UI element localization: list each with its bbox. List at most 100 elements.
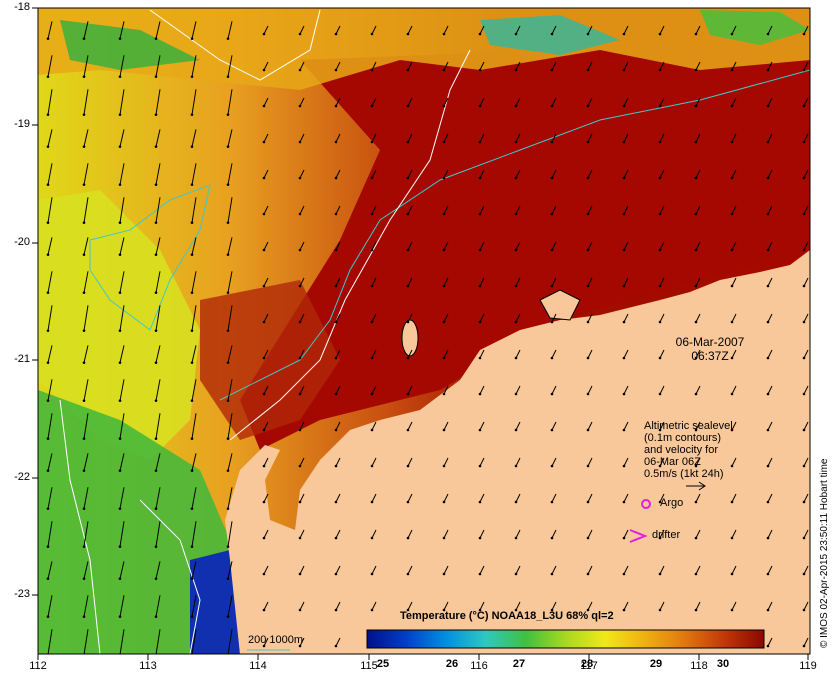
velocity-arrow <box>767 493 773 503</box>
velocity-arrow-head <box>82 37 86 40</box>
velocity-arrow-head <box>766 356 770 360</box>
velocity-arrow <box>119 271 125 293</box>
velocity-arrow-head <box>586 536 590 540</box>
velocity-arrow <box>407 601 413 611</box>
velocity-arrow-head <box>550 572 554 576</box>
velocity-arrow <box>587 313 593 323</box>
velocity-arrow-head <box>514 176 518 180</box>
velocity-arrow-head <box>262 68 266 72</box>
velocity-arrow <box>587 493 593 503</box>
velocity-arrow-head <box>478 104 482 108</box>
velocity-arrow <box>191 379 197 401</box>
velocity-arrow <box>695 601 701 611</box>
velocity-arrow-head <box>658 284 662 288</box>
velocity-arrow <box>299 565 305 575</box>
velocity-arrow <box>803 493 809 503</box>
velocity-arrow <box>695 169 701 179</box>
velocity-arrow <box>227 21 233 39</box>
velocity-arrow-head <box>334 536 338 540</box>
velocity-arrow-head <box>550 176 554 180</box>
velocity-arrow-head <box>370 608 374 612</box>
velocity-arrow-head <box>406 140 410 144</box>
velocity-arrow <box>587 169 593 179</box>
colorbar-label: 27 <box>512 658 526 670</box>
velocity-arrow <box>227 521 233 547</box>
velocity-arrow-head <box>154 113 158 116</box>
velocity-arrow <box>155 163 161 185</box>
velocity-arrow-head <box>262 104 266 108</box>
colorbar-label: 29 <box>649 658 663 670</box>
velocity-arrow <box>407 349 413 359</box>
velocity-arrow-head <box>802 32 806 36</box>
velocity-arrow-head <box>694 572 698 576</box>
velocity-arrow-head <box>82 183 86 186</box>
velocity-arrow-head <box>802 428 806 432</box>
velocity-arrow-head <box>766 248 770 252</box>
velocity-arrow-head <box>658 32 662 36</box>
velocity-arrow <box>119 413 125 439</box>
velocity-arrow-head <box>82 253 86 256</box>
velocity-arrow <box>731 241 737 251</box>
north-green-patch <box>60 20 200 70</box>
velocity-arrow-head <box>514 140 518 144</box>
velocity-arrow <box>767 637 773 647</box>
velocity-arrow <box>227 453 233 471</box>
velocity-arrow-head <box>118 75 122 78</box>
velocity-arrow <box>335 385 341 395</box>
velocity-arrow <box>551 493 557 503</box>
velocity-arrow-head <box>298 176 302 180</box>
velocity-arrow <box>659 133 665 143</box>
velocity-arrow-head <box>658 572 662 576</box>
velocity-arrow-head <box>298 212 302 216</box>
velocity-arrow <box>731 133 737 143</box>
velocity-arrow-head <box>82 437 86 440</box>
contour-key-label: 200 1000m <box>248 634 304 646</box>
velocity-arrow <box>119 345 125 363</box>
velocity-arrow <box>335 349 341 359</box>
velocity-arrow-head <box>406 284 410 288</box>
velocity-arrow <box>299 205 305 215</box>
velocity-arrow-head <box>802 644 806 648</box>
velocity-arrow-head <box>730 392 734 396</box>
velocity-arrow-head <box>226 615 230 618</box>
velocity-arrow <box>587 205 593 215</box>
velocity-arrow-head <box>406 212 410 216</box>
velocity-arrow-head <box>82 329 86 332</box>
y-tick-label: -19 <box>14 118 30 130</box>
velocity-arrow <box>803 349 809 359</box>
velocity-arrow <box>155 129 161 147</box>
velocity-arrow <box>407 277 413 287</box>
velocity-arrow-head <box>370 320 374 324</box>
velocity-arrow <box>587 529 593 539</box>
velocity-arrow-head <box>442 140 446 144</box>
velocity-arrow <box>371 277 377 287</box>
velocity-arrow <box>731 421 737 431</box>
velocity-arrow-head <box>262 140 266 144</box>
velocity-arrow <box>623 97 629 107</box>
velocity-arrow-head <box>262 356 266 360</box>
velocity-arrow <box>623 601 629 611</box>
velocity-arrow <box>191 561 197 579</box>
y-tick-label: -18 <box>14 1 30 13</box>
velocity-arrow-head <box>190 399 194 402</box>
velocity-arrow <box>479 241 485 251</box>
velocity-arrow-head <box>370 284 374 288</box>
velocity-arrow <box>515 241 521 251</box>
velocity-arrow <box>623 205 629 215</box>
velocity-arrow <box>119 595 125 617</box>
velocity-arrow <box>515 97 521 107</box>
velocity-arrow <box>551 205 557 215</box>
velocity-arrow-head <box>802 464 806 468</box>
velocity-arrow-head <box>118 291 122 294</box>
velocity-arrow <box>47 89 53 115</box>
velocity-arrow <box>443 25 449 35</box>
velocity-arrow <box>119 163 125 185</box>
velocity-arrow-head <box>802 320 806 324</box>
colorbar-label: 30 <box>716 658 730 670</box>
velocity-arrow <box>803 637 809 647</box>
velocity-arrow-head <box>766 392 770 396</box>
velocity-arrow <box>263 457 269 467</box>
velocity-arrow-head <box>622 68 626 72</box>
velocity-arrow-head <box>406 500 410 504</box>
